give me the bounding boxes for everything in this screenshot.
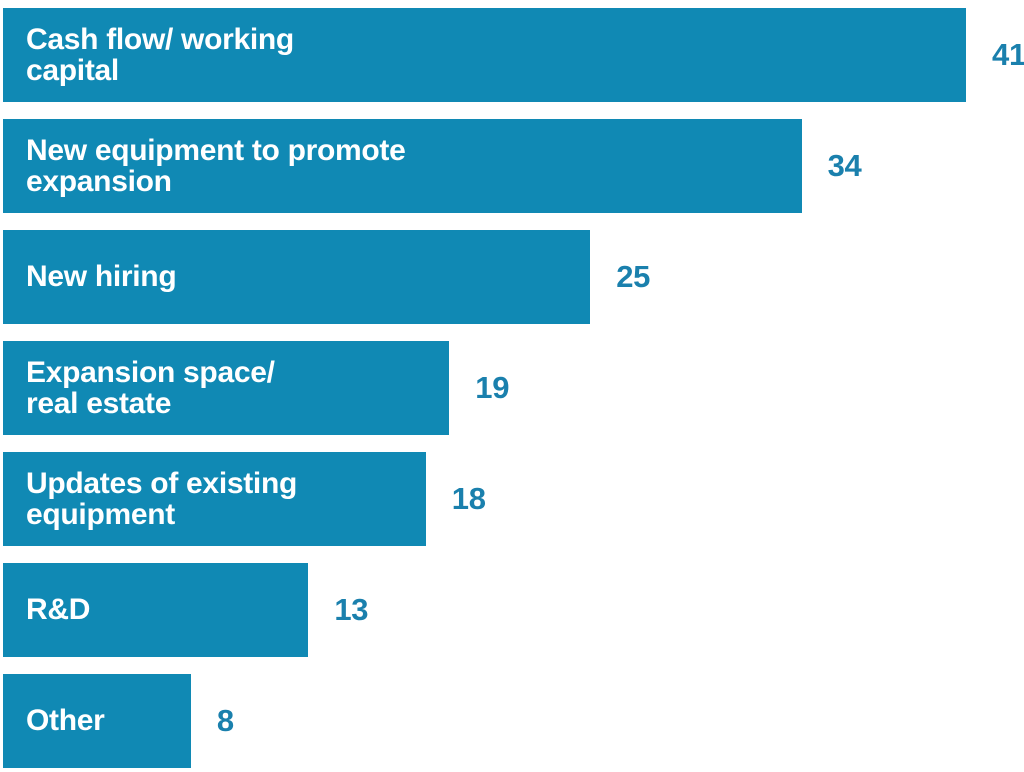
bar-row: Other 8 — [3, 674, 1024, 768]
bar-value: 8 — [216, 703, 234, 738]
bar: Cash flow/ working capital — [3, 8, 966, 102]
bar-row: New hiring 25 — [3, 230, 1024, 324]
bar-row: New equipment to promote expansion 34 — [3, 119, 1024, 213]
bar-value: 18 — [451, 481, 486, 516]
bar-label: New hiring — [26, 260, 177, 294]
bar-label: R&D — [26, 593, 91, 627]
bar: R&D — [3, 563, 309, 657]
bar-row: Cash flow/ working capital 41 — [3, 8, 1024, 102]
bar: Other — [3, 674, 191, 768]
bar-row: Updates of existing equipment 18 — [3, 452, 1024, 546]
bar: Expansion space/ real estate — [3, 341, 450, 435]
bar-chart-rows: Cash flow/ working capital 41 New equipmen… — [3, 8, 1024, 768]
bar-row: R&D 13 — [3, 563, 1024, 657]
bar-label: Expansion space/ real estate — [26, 355, 275, 420]
bar: New hiring — [3, 230, 591, 324]
bar: New equipment to promote expansion — [3, 119, 802, 213]
bar-label: Other — [26, 704, 105, 738]
bar-label: Updates of existing equipment — [26, 466, 298, 531]
bar-value: 13 — [334, 592, 369, 627]
bar-value: 41 — [992, 37, 1024, 72]
bar-value: 34 — [827, 148, 862, 183]
bar-label: Cash flow/ working capital — [26, 22, 294, 87]
bar-label: New equipment to promote expansion — [26, 133, 406, 198]
bar: Updates of existing equipment — [3, 452, 426, 546]
bar-row: Expansion space/ real estate 19 — [3, 341, 1024, 435]
bar-value: 25 — [616, 259, 651, 294]
bar-value: 19 — [475, 370, 510, 405]
